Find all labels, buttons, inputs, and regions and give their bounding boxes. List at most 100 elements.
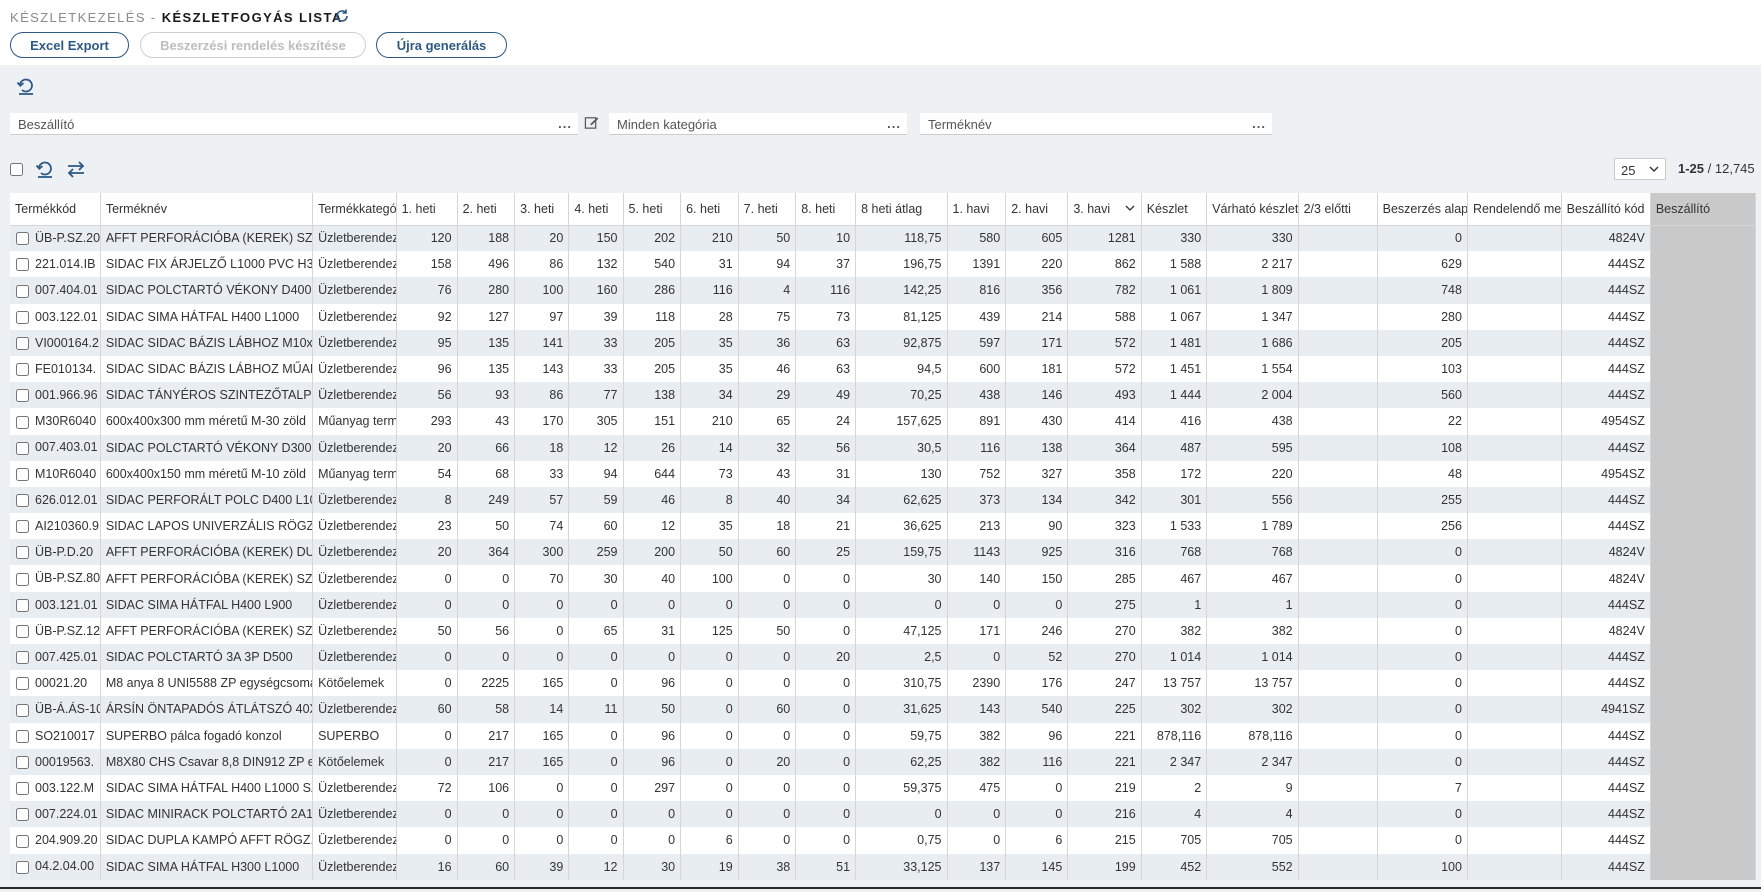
table-row[interactable]: FE010134.SIDAC SIDAC BÁZIS LÁBHOZ MŰANYA… [10, 355, 1756, 383]
table-cell: 35 [680, 329, 739, 356]
table-row[interactable]: 007.403.01 SIDAC POLCTARTÓ VÉKONY D300 2A… [10, 434, 1756, 461]
table-cell: 358 [1067, 460, 1142, 487]
row-checkbox[interactable] [16, 310, 29, 324]
column-header[interactable]: 2/3 előtti [1298, 193, 1378, 226]
table-cell: 444SZ [1561, 434, 1651, 461]
row-checkbox[interactable] [16, 441, 29, 455]
page-size-select[interactable]: 25 [1614, 158, 1666, 180]
table-row[interactable]: 04.2.04.00 SIDAC SIMA HÁTFAL H300 L1000 Üz… [10, 853, 1756, 880]
table-row[interactable]: 00019563. M8X80 CHS Csavar 8,8 DIN912 ZP … [10, 748, 1756, 775]
column-header[interactable]: 1. havi [947, 193, 1007, 226]
row-checkbox[interactable] [16, 572, 29, 586]
row-checkbox[interactable] [16, 729, 29, 743]
table-row[interactable]: 204.909.20 SIDAC DUPLA KAMPÓ AFFT RÖGZ. P… [10, 827, 1756, 854]
row-checkbox[interactable] [16, 494, 29, 508]
row-checkbox[interactable] [16, 520, 29, 534]
product-code: M10R6040 [35, 466, 97, 481]
column-header[interactable]: 7. heti [738, 193, 797, 226]
table-row[interactable]: 007.404.01 SIDAC POLCTARTÓ VÉKONY D400 2A… [10, 277, 1756, 304]
table-row[interactable]: 003.122.M SIDAC SIMA HÁTFAL H400 L1000 SZ… [10, 774, 1756, 802]
table-row[interactable]: 003.122.01 SIDAC SIMA HÁTFAL H400 L1000 Üz… [10, 303, 1756, 330]
product-name-more-icon[interactable]: ... [1252, 116, 1266, 131]
row-checkbox[interactable] [16, 336, 29, 350]
table-row[interactable]: 003.121.01 SIDAC SIMA HÁTFAL H400 L900 Üzl… [10, 591, 1756, 618]
column-header[interactable]: Készlet [1141, 193, 1208, 226]
supplier-filter[interactable]: Beszállító ... [10, 113, 578, 135]
edit-icon[interactable] [584, 115, 599, 130]
table-row[interactable]: M30R6040 600x400x300 mm méretű M-30 zöld M… [10, 408, 1756, 435]
row-checkbox[interactable] [16, 232, 29, 246]
row-checkbox[interactable] [16, 258, 29, 272]
column-header[interactable]: 2. havi [1005, 193, 1069, 226]
row-checkbox[interactable] [16, 782, 29, 796]
product-name-filter[interactable]: Terméknév ... [920, 113, 1272, 135]
refresh-icon[interactable] [334, 8, 350, 24]
row-checkbox[interactable] [16, 546, 29, 560]
row-checkbox[interactable] [16, 598, 29, 612]
table-row[interactable]: 007.224.01 SIDAC MINIRACK POLCTARTÓ 2A1P … [10, 801, 1756, 828]
reset-icon[interactable] [35, 159, 55, 179]
table-row[interactable]: 221.014.IB SIDAC FIX ÁRJELZŐ L1000 PVC H3… [10, 251, 1756, 278]
table-row[interactable]: 626.012.01 SIDAC PERFORÁLT POLC D400 L100… [10, 486, 1756, 514]
row-checkbox[interactable] [16, 651, 29, 665]
column-header[interactable]: Beszerzés alapja [1377, 193, 1468, 226]
column-header[interactable]: Rendelendő mennyiség [1467, 193, 1562, 226]
select-all-checkbox[interactable] [10, 163, 23, 176]
reset-icon[interactable] [16, 76, 36, 96]
column-header[interactable]: Termékkategória [312, 193, 397, 226]
row-checkbox[interactable] [16, 860, 29, 874]
row-checkbox[interactable] [16, 467, 29, 481]
column-header[interactable]: Terméknév [100, 193, 314, 226]
table-row[interactable]: SO210017 SUPERBO pálca fogadó konzol SUPER… [10, 722, 1756, 749]
column-header[interactable]: Termékkód [10, 193, 101, 226]
table-row[interactable]: AI210360.9 SIDAC LAPOS UNIVERZÁLIS RÖGZÍT… [10, 513, 1756, 540]
table-row[interactable]: VI000164.2 SIDAC SIDAC BÁZIS LÁBHOZ M10x6… [10, 329, 1756, 356]
table-cell: 0 [623, 827, 682, 854]
row-checkbox[interactable] [16, 834, 29, 848]
table-cell: 65 [738, 408, 797, 435]
row-checkbox[interactable] [16, 677, 29, 691]
swap-icon[interactable] [66, 159, 86, 179]
table-cell: 9 [1206, 774, 1299, 802]
column-header[interactable]: 2. heti [457, 193, 516, 226]
column-header[interactable]: 3. heti [514, 193, 570, 226]
column-header[interactable]: 5. heti [623, 193, 682, 226]
sort-desc-icon[interactable] [1125, 203, 1135, 213]
breadcrumb-parent[interactable]: KÉSZLETKEZELÉS - [10, 10, 157, 25]
row-checkbox[interactable] [16, 415, 29, 429]
row-checkbox[interactable] [16, 755, 29, 769]
column-header[interactable]: 8 heti átlag [855, 193, 948, 226]
row-checkbox[interactable] [16, 808, 29, 822]
row-checkbox[interactable] [16, 363, 29, 377]
regenerate-button[interactable]: Újra generálás [376, 32, 507, 58]
table-cell: 11 [568, 696, 624, 723]
column-header[interactable]: Beszállító [1650, 193, 1756, 226]
table-row[interactable]: M10R6040 600x400x150 mm méretű M-10 zöld M… [10, 460, 1756, 487]
column-header[interactable]: Várható készlet [1206, 193, 1299, 226]
column-header[interactable]: 3. havi [1067, 193, 1142, 226]
table-cell: SUPERBO [312, 722, 397, 749]
row-checkbox[interactable] [16, 389, 29, 403]
row-checkbox[interactable] [16, 625, 29, 638]
product-code: 204.909.20 [35, 833, 98, 848]
excel-export-button[interactable]: Excel Export [10, 32, 129, 58]
category-more-icon[interactable]: ... [887, 116, 901, 131]
column-header[interactable]: Beszállító kód [1561, 193, 1651, 226]
column-header[interactable]: 4. heti [568, 193, 624, 226]
category-filter[interactable]: Minden kategória ... [609, 113, 907, 135]
table-row[interactable]: ÜB-P.D.20 AFFT PERFORÁCIÓBA (KEREK) DUPLA… [10, 539, 1756, 566]
table-row[interactable]: 007.425.01 SIDAC POLCTARTÓ 3A 3P D500 Üzle… [10, 644, 1756, 671]
row-checkbox[interactable] [16, 284, 29, 298]
row-checkbox[interactable] [16, 703, 29, 717]
column-header[interactable]: 6. heti [680, 193, 739, 226]
table-row[interactable]: 00021.20 M8 anya 8 UNI5588 ZP egységcsoma… [10, 670, 1756, 697]
supplier-more-icon[interactable]: ... [558, 116, 572, 131]
column-header[interactable]: 8. heti [795, 193, 857, 226]
table-cell: 13 757 [1141, 670, 1208, 697]
column-header[interactable]: 1. heti [396, 193, 458, 226]
